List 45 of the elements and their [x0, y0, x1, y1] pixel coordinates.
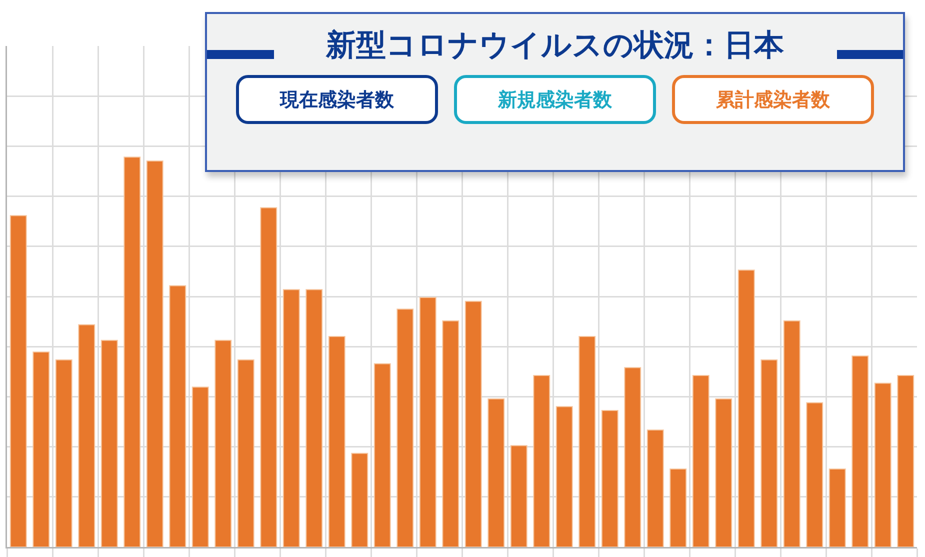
- button: 現在感染者数: [236, 75, 438, 124]
- bar: [100, 340, 118, 547]
- bar: [601, 410, 618, 547]
- bar: [828, 468, 846, 547]
- bar: [10, 215, 27, 547]
- bar: [328, 336, 346, 547]
- bar: [396, 308, 414, 547]
- bar: [55, 359, 72, 547]
- bar: [146, 160, 164, 547]
- bar: [374, 363, 391, 547]
- bar: [783, 320, 800, 547]
- bar: [897, 374, 914, 547]
- bar: [260, 207, 278, 547]
- bar: [419, 296, 436, 547]
- bar: [214, 340, 232, 547]
- bar: [624, 367, 642, 547]
- bar: [874, 382, 892, 547]
- bar: [670, 468, 687, 547]
- bar: [715, 398, 732, 547]
- bar: [488, 398, 505, 547]
- bar: [464, 300, 482, 547]
- bar: [442, 320, 460, 547]
- bar: [78, 324, 96, 547]
- bar: [556, 406, 573, 547]
- bar: [738, 270, 755, 547]
- bar: [806, 402, 824, 547]
- bar: [124, 156, 141, 547]
- bar: [692, 374, 710, 547]
- bar: [306, 289, 323, 547]
- bar: [169, 285, 186, 547]
- button: 新規感染者数: [454, 75, 656, 124]
- bar: [852, 355, 869, 547]
- bar: [578, 336, 596, 547]
- bar: [533, 374, 550, 547]
- bar: [760, 359, 778, 547]
- button: 累計感染者数: [672, 75, 874, 124]
- bar: [351, 452, 368, 547]
- bar: [510, 445, 528, 547]
- bar: [32, 352, 50, 547]
- bar: [646, 430, 664, 547]
- chart-title: 新型コロナウイルスの状況：日本: [324, 27, 785, 65]
- bar: [237, 359, 254, 547]
- heading-card: 新型コロナウイルスの状況：日本 現在感染者数 新規感染者数 累計感染者数: [205, 12, 905, 172]
- bar: [282, 289, 300, 547]
- bar: [192, 386, 209, 547]
